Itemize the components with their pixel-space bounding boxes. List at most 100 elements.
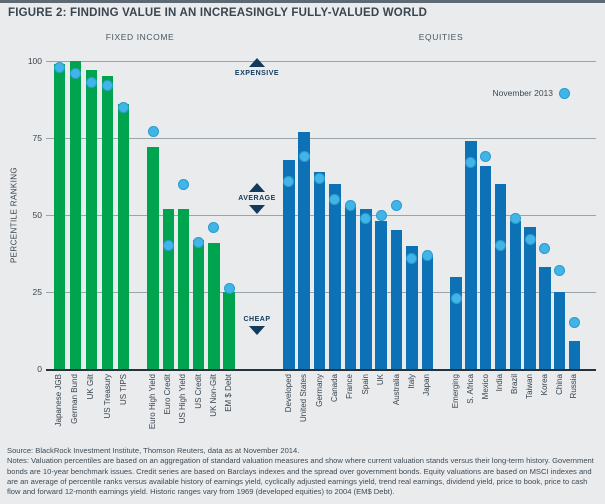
dot-canada <box>329 194 341 206</box>
x-label-spain: Spain <box>360 374 370 395</box>
annotation-cheap: CHEAP <box>217 316 297 335</box>
bar-spain <box>360 208 372 369</box>
x-label-japan: Japan <box>422 374 432 396</box>
y-tick-label-0: 0 <box>37 364 42 374</box>
bar-euro-credit <box>162 208 174 369</box>
notes-text: Notes: Valuation percentiles are based o… <box>7 456 594 497</box>
top-border <box>0 0 605 3</box>
bar-us-credit <box>192 239 205 369</box>
x-label-uk-non-gilt: UK Non-Gilt <box>208 374 218 417</box>
cheap-down-arrow-icon <box>249 326 265 335</box>
section-header-fixed-income: FIXED INCOME <box>105 32 175 42</box>
dot-developed <box>283 175 295 187</box>
dot-emerging <box>450 292 462 304</box>
x-axis-line <box>46 369 596 371</box>
dot-china <box>554 264 566 276</box>
x-label-emerging: Emerging <box>451 374 461 409</box>
annotation-expensive-label: EXPENSIVE <box>234 70 280 77</box>
footer-notes: Source: BlackRock Investment Institute, … <box>7 446 599 497</box>
dot-mexico <box>480 150 492 162</box>
annotation-expensive: EXPENSIVE <box>217 58 297 77</box>
x-label-euro-credit: Euro Credit <box>163 374 173 415</box>
bar-emerging <box>450 276 462 369</box>
bar-canada <box>329 184 341 369</box>
bar-korea <box>539 267 551 369</box>
source-line: Source: BlackRock Investment Institute, … <box>7 446 300 455</box>
dot-united-states <box>298 150 310 162</box>
dot-japan <box>421 249 433 261</box>
x-label-china: China <box>554 374 564 395</box>
y-tick-label-25: 25 <box>32 287 42 297</box>
x-label-mexico: Mexico <box>480 374 490 400</box>
bar-france <box>344 205 357 369</box>
dot-germany <box>314 172 326 184</box>
dot-brazil <box>509 212 521 224</box>
x-label-france: France <box>345 374 355 399</box>
dot-india <box>494 240 506 252</box>
dot-euro-credit <box>162 240 174 252</box>
x-label-australia: Australia <box>391 374 401 406</box>
annotation-average-label: AVERAGE <box>238 195 276 202</box>
dot-euro-high-yield <box>147 126 159 138</box>
bar-germany <box>313 171 326 369</box>
dot-spain <box>360 212 372 224</box>
bar-uk <box>375 221 387 369</box>
annotation-average: AVERAGE <box>217 183 297 214</box>
gridline-100 <box>46 61 596 62</box>
y-tick-label-100: 100 <box>27 56 42 66</box>
figure-title: FIGURE 2: FINDING VALUE IN AN INCREASING… <box>8 7 428 19</box>
x-label-taiwan: Taiwan <box>525 374 535 399</box>
bar-china <box>553 292 566 369</box>
average-down-arrow-icon <box>249 205 265 214</box>
x-label-japanese-jgb: Japanese JGB <box>54 374 64 427</box>
x-label-brazil: Brazil <box>510 374 520 395</box>
bar-us-high-yield <box>177 208 190 369</box>
bar-taiwan <box>524 227 536 369</box>
bar-em-debt <box>223 292 235 369</box>
dot-taiwan <box>524 234 536 246</box>
dot-s-africa <box>465 157 477 169</box>
dot-japanese-jgb <box>53 61 65 73</box>
x-label-russia: Russia <box>569 374 579 399</box>
expensive-up-arrow-icon <box>249 58 265 67</box>
x-label-us-tips: US TIPS <box>118 374 128 405</box>
bar-euro-high-yield <box>147 147 159 369</box>
x-label-us-credit: US Credit <box>193 374 203 409</box>
x-label-germany: Germany <box>314 374 324 407</box>
bar-uk-gilt <box>85 70 98 369</box>
x-label-india: India <box>495 374 505 392</box>
annotation-cheap-label: CHEAP <box>243 316 271 323</box>
bar-mexico <box>479 165 492 369</box>
bar-s-africa <box>465 141 477 369</box>
x-label-german-bund: German Bund <box>70 374 80 424</box>
bar-japanese-jgb <box>53 64 65 369</box>
x-label-italy: Italy <box>406 374 416 389</box>
bar-german-bund <box>69 61 82 369</box>
bar-uk-non-gilt <box>208 242 220 369</box>
dot-russia <box>568 317 580 329</box>
dot-korea <box>539 243 551 255</box>
dot-us-treasury <box>102 80 114 92</box>
dot-uk-gilt <box>85 77 97 89</box>
dot-italy <box>406 252 418 264</box>
dot-em-debt <box>223 283 235 295</box>
legend: November 2013 <box>440 86 570 100</box>
dot-german-bund <box>69 67 81 79</box>
dot-uk <box>375 209 387 221</box>
dot-us-credit <box>193 237 205 249</box>
x-label-developed: Developed <box>283 374 293 413</box>
bar-us-treasury <box>101 76 114 369</box>
x-label-s-africa: S. Africa <box>465 374 475 404</box>
x-label-us-high-yield: US High Yield <box>178 374 188 424</box>
x-label-uk: UK <box>376 374 386 386</box>
y-tick-label-50: 50 <box>32 210 42 220</box>
bar-brazil <box>509 221 521 369</box>
bar-russia <box>568 341 581 369</box>
bar-us-tips <box>117 104 130 369</box>
bar-developed <box>283 159 295 369</box>
legend-label: November 2013 <box>492 88 553 98</box>
dot-us-high-yield <box>177 178 189 190</box>
dot-france <box>344 200 356 212</box>
average-up-arrow-icon <box>249 183 265 192</box>
